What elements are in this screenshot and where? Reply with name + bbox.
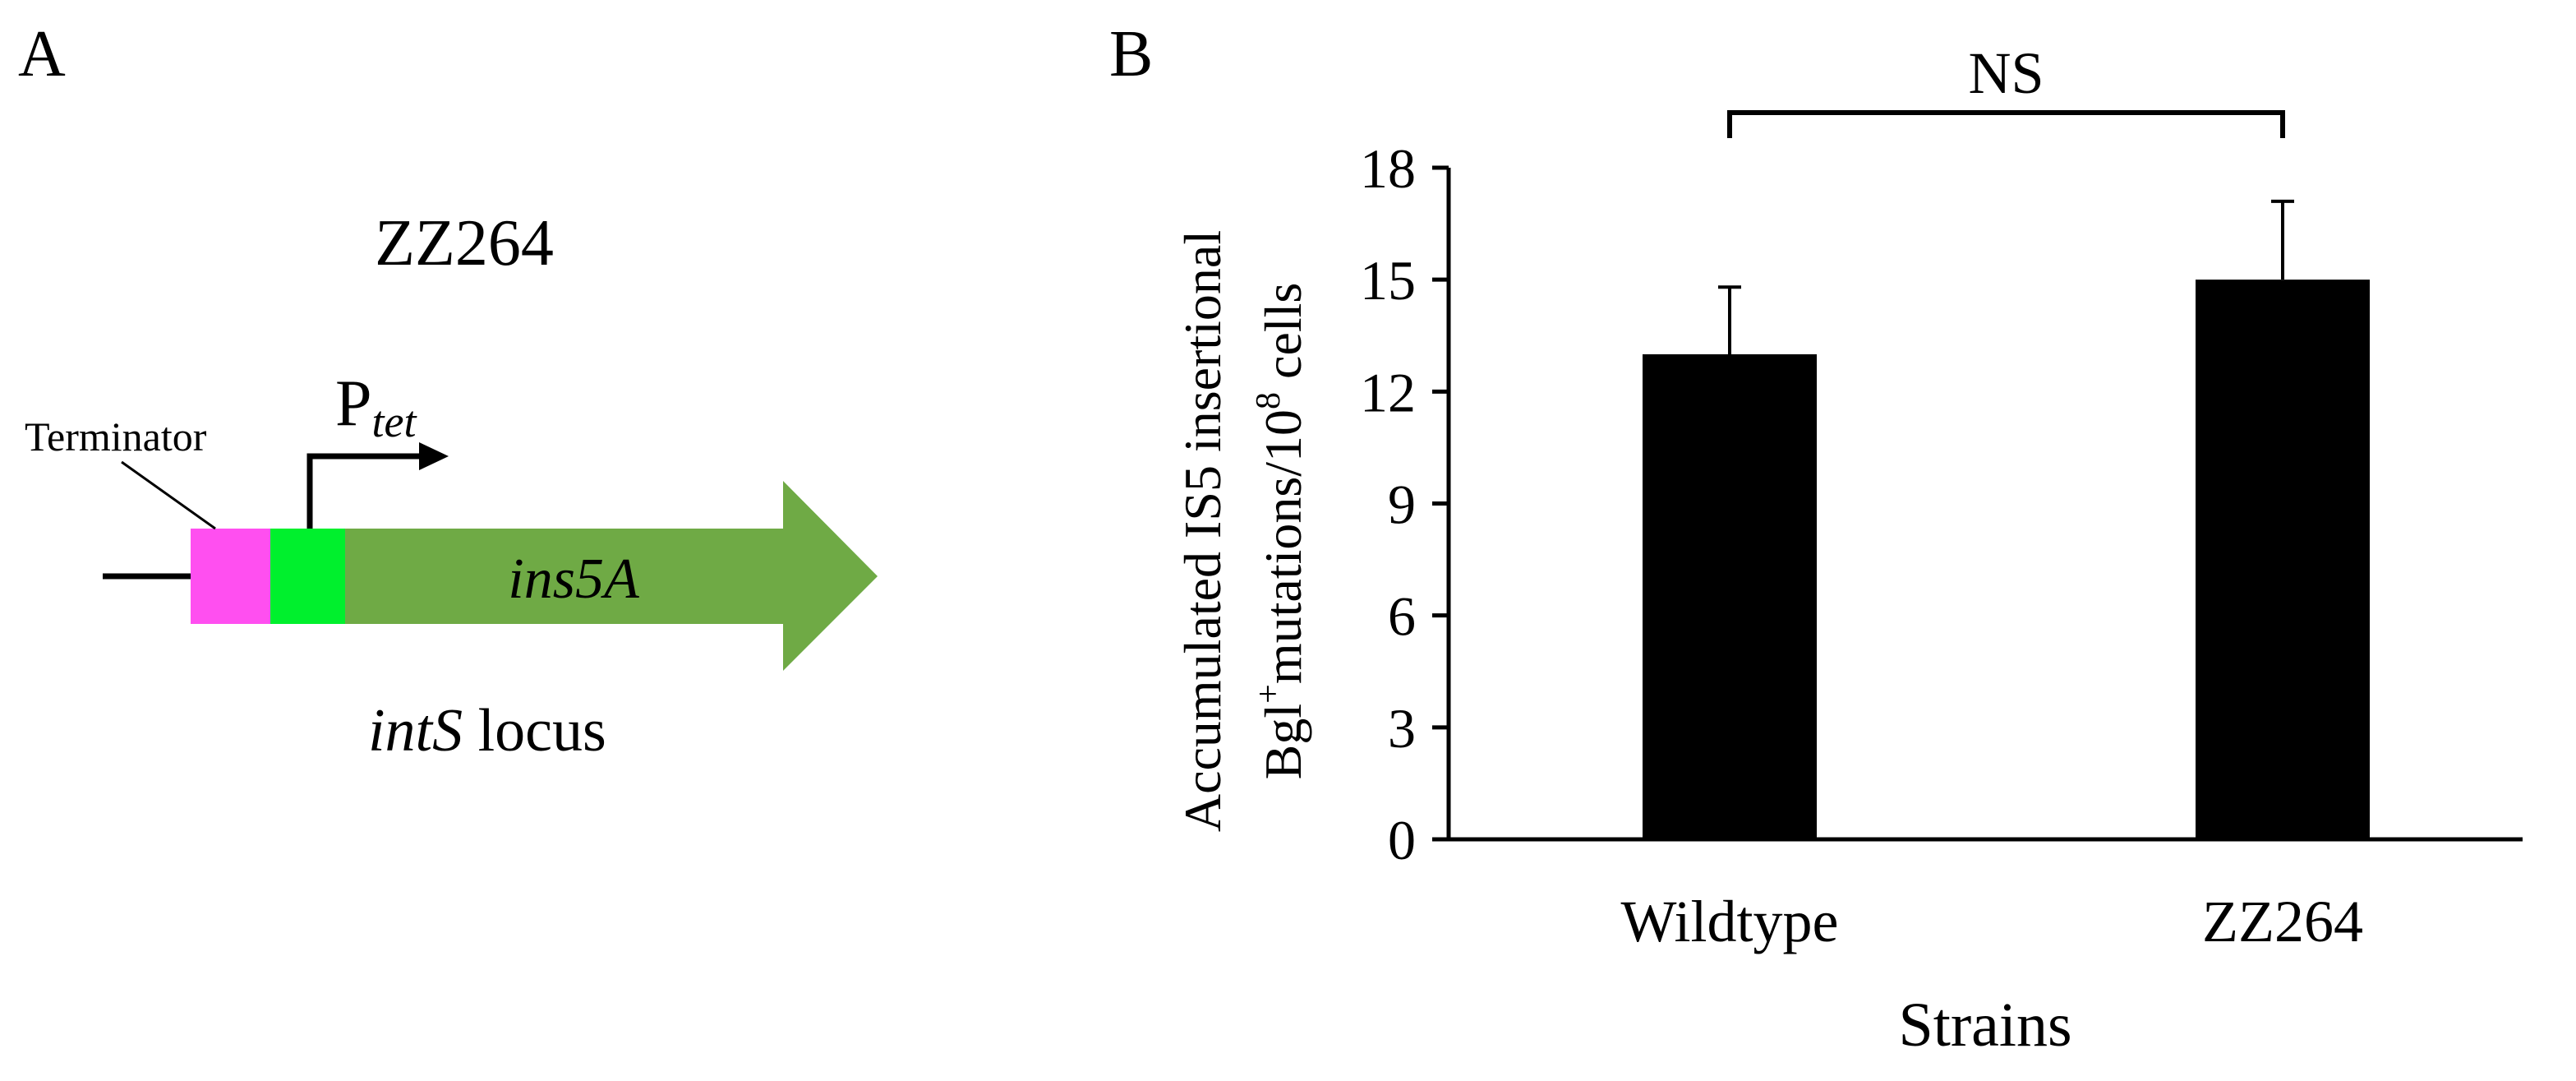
y-axis-title-line1: Accumulated IS5 insertional bbox=[1173, 230, 1232, 832]
y-axis-title-line2: Bgl+mutations/108 cells bbox=[1250, 283, 1312, 780]
promoter-block bbox=[270, 529, 345, 624]
ylabel-sup-eight: 8 bbox=[1250, 392, 1288, 409]
bar-zz264 bbox=[2196, 279, 2370, 840]
gene-arrow bbox=[345, 481, 878, 671]
terminator-label: Terminator bbox=[25, 413, 207, 460]
promoter-label-main: P bbox=[335, 367, 372, 440]
y-tick-label: 12 bbox=[1360, 361, 1416, 423]
x-tick-label-zz264: ZZ264 bbox=[2202, 889, 2363, 954]
locus-label: intS locus bbox=[368, 697, 606, 765]
ylabel-bgl: Bgl bbox=[1254, 704, 1312, 779]
y-tick-label: 18 bbox=[1360, 137, 1416, 200]
y-tick-label: 3 bbox=[1388, 697, 1416, 760]
promoter-arrow-icon bbox=[306, 453, 419, 529]
promoter-label: Ptet bbox=[335, 367, 417, 446]
y-tick-label: 15 bbox=[1360, 249, 1416, 312]
terminator-pointer bbox=[121, 460, 216, 530]
y-tick-label: 9 bbox=[1388, 474, 1416, 536]
locus-label-rest: locus bbox=[463, 697, 606, 765]
bar-wildtype bbox=[1643, 353, 1817, 839]
promoter-arrowhead-icon bbox=[419, 442, 449, 470]
promoter-label-sub: tet bbox=[372, 397, 418, 446]
strain-title: ZZ264 bbox=[375, 207, 554, 279]
y-tick-label: 6 bbox=[1388, 585, 1416, 648]
significance-label: NS bbox=[1968, 40, 2044, 106]
y-axis-title: Accumulated IS5 insertional Bgl+mutation… bbox=[1173, 230, 1312, 832]
panel-a-label: A bbox=[18, 18, 66, 90]
ylabel-cells: cells bbox=[1254, 283, 1312, 392]
panel-a: A ZZ264 ins5A Terminator Ptet intS locus bbox=[18, 18, 878, 765]
gene-label: ins5A bbox=[508, 547, 639, 611]
x-tick-labels: Wildtype ZZ264 bbox=[1620, 889, 2363, 954]
ylabel-sup-plus: + bbox=[1250, 684, 1288, 704]
bars-layer bbox=[1643, 199, 2370, 840]
ylabel-mutations: mutations/10 bbox=[1254, 409, 1312, 684]
significance-bracket bbox=[1727, 110, 2285, 138]
locus-label-italic: intS bbox=[368, 697, 463, 765]
panel-b: B Accumulated IS5 insertional Bgl+mutati… bbox=[1109, 18, 2523, 1060]
y-tick-label: 0 bbox=[1388, 809, 1416, 871]
x-tick-label-wildtype: Wildtype bbox=[1620, 889, 1838, 954]
terminator-block bbox=[191, 529, 270, 624]
panel-b-label: B bbox=[1109, 18, 1153, 90]
x-axis-title: Strains bbox=[1898, 991, 2071, 1060]
y-ticks: 0 3 6 9 12 15 18 bbox=[1360, 137, 1449, 871]
